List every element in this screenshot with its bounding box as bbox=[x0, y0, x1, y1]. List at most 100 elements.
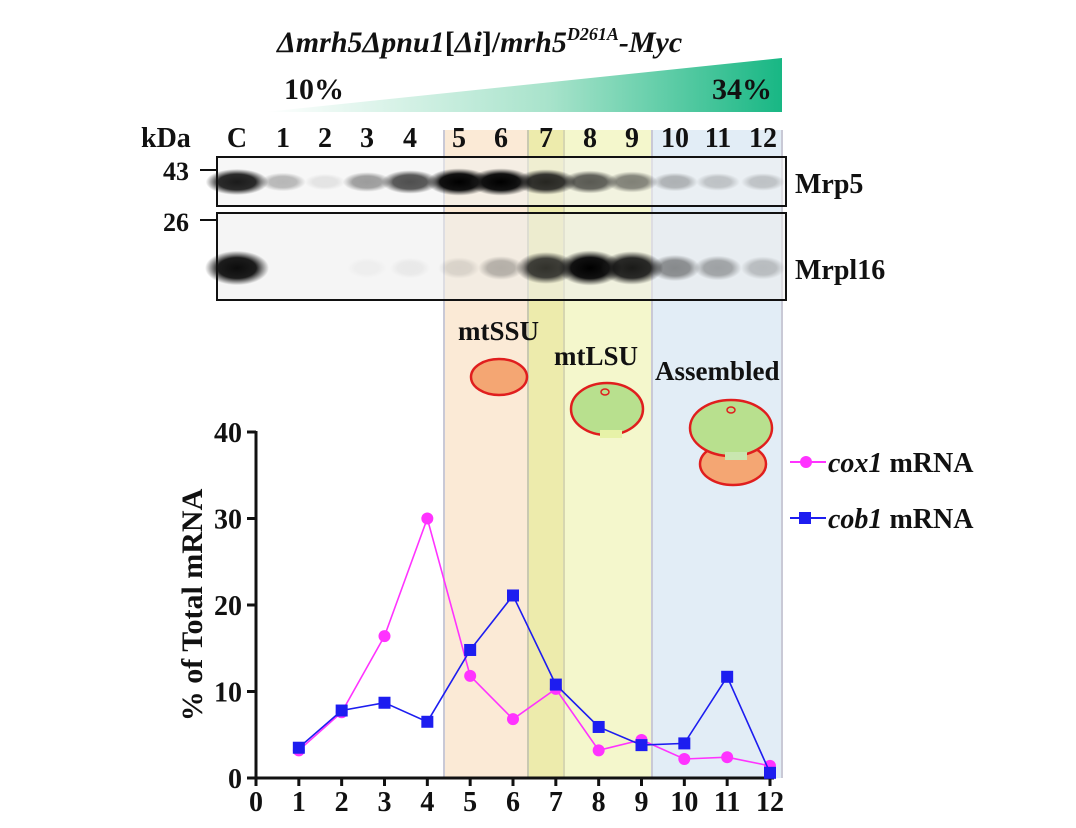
y-tick-label: 0 bbox=[228, 764, 242, 795]
kda-label: kDa bbox=[141, 123, 191, 154]
x-tick-label: 8 bbox=[592, 787, 606, 818]
series-line-cox1 bbox=[298, 515, 771, 767]
x-tick-label: 5 bbox=[463, 787, 477, 818]
lane-label: C bbox=[227, 123, 247, 154]
legend-label-cob1-rest: mRNA bbox=[882, 504, 974, 535]
blot-band bbox=[347, 258, 387, 278]
y-tick-label: 10 bbox=[214, 678, 242, 709]
bands-mrpl16 bbox=[205, 250, 786, 286]
genotype-bracket-inner: Δi bbox=[454, 26, 483, 59]
data-point-cox1 bbox=[378, 630, 391, 643]
blot-band bbox=[515, 169, 577, 195]
blot-band bbox=[650, 254, 700, 282]
x-tick-label: 11 bbox=[714, 787, 740, 818]
blot-band bbox=[205, 168, 269, 196]
x-tick-label: 9 bbox=[635, 787, 649, 818]
blot-band bbox=[342, 172, 392, 192]
data-point-cob1 bbox=[678, 737, 691, 750]
blot-band bbox=[696, 173, 740, 191]
x-tick-label: 6 bbox=[506, 787, 520, 818]
marker-43: 43 bbox=[163, 157, 189, 186]
lane-label: 10 bbox=[661, 123, 689, 154]
blot-band bbox=[478, 256, 524, 280]
blot-band bbox=[740, 256, 786, 280]
blot-band bbox=[694, 255, 742, 281]
lane-label: 4 bbox=[403, 123, 417, 154]
genotype-superscript: D261A bbox=[566, 24, 619, 44]
lane-label: 6 bbox=[494, 123, 508, 154]
data-point-cob1 bbox=[421, 715, 434, 728]
marker-26: 26 bbox=[163, 208, 189, 237]
lane-label: 11 bbox=[705, 123, 731, 154]
y-tick-label: 40 bbox=[214, 418, 242, 449]
blot-band bbox=[606, 171, 658, 193]
x-tick-label: 7 bbox=[549, 787, 563, 818]
chart-series bbox=[292, 512, 776, 779]
bands-mrp5 bbox=[205, 168, 785, 196]
lane-labels: C 1 2 3 4 5 6 7 8 9 10 11 12 bbox=[227, 123, 777, 154]
lane-label: 5 bbox=[452, 123, 466, 154]
y-tick-label: 30 bbox=[214, 505, 242, 536]
small-subunit-icon bbox=[469, 357, 529, 397]
legend-label-cob1-italic: cob1 bbox=[828, 504, 882, 535]
data-point-cob1 bbox=[764, 766, 776, 779]
blot-band bbox=[205, 250, 269, 286]
lane-label: 2 bbox=[318, 123, 332, 154]
blot-band bbox=[652, 172, 698, 192]
lane-label: 12 bbox=[749, 123, 777, 154]
genotype-allele: mrh5 bbox=[500, 26, 567, 59]
data-point-cox1 bbox=[507, 713, 519, 726]
blot-band bbox=[381, 170, 439, 194]
genotype-title: Δmrh5Δpnu1[Δi]/mrh5D261A-Myc bbox=[276, 24, 682, 59]
data-point-cox1 bbox=[421, 512, 434, 525]
data-point-cob1 bbox=[721, 670, 734, 683]
series-line-cob1 bbox=[298, 593, 771, 774]
x-tick-label: 2 bbox=[335, 787, 349, 818]
data-point-cob1 bbox=[378, 696, 391, 709]
x-tick-label: 0 bbox=[249, 787, 263, 818]
legend: cox1 mRNA cob1 mRNA bbox=[790, 448, 974, 535]
data-point-cob1 bbox=[464, 643, 477, 656]
blot-band bbox=[438, 257, 480, 279]
blot-band bbox=[389, 257, 431, 279]
data-point-cox1 bbox=[592, 744, 605, 757]
legend-label-cox1-rest: mRNA bbox=[882, 448, 974, 479]
data-point-cox1 bbox=[721, 751, 734, 764]
lane-label: 1 bbox=[276, 123, 290, 154]
svg-text:cob1 mRNA: cob1 mRNA bbox=[828, 504, 974, 535]
x-tick-label: 10 bbox=[670, 787, 698, 818]
region-label-mtssu: mtSSU bbox=[458, 316, 539, 346]
data-point-cob1 bbox=[292, 741, 305, 754]
gradient-wedge bbox=[265, 58, 782, 112]
genotype-suffix: -Myc bbox=[619, 26, 682, 59]
lane-label: 3 bbox=[360, 123, 374, 154]
lane-label: 7 bbox=[539, 123, 553, 154]
blot-band bbox=[469, 168, 533, 196]
blot-band bbox=[600, 251, 664, 285]
x-tick-label: 4 bbox=[420, 787, 434, 818]
data-point-cob1 bbox=[507, 589, 519, 602]
region-label-assembled: Assembled bbox=[655, 356, 780, 386]
genotype-bracket-open: [ bbox=[445, 26, 455, 59]
blot-label-mrp5: Mrp5 bbox=[795, 169, 863, 200]
x-tick-label: 12 bbox=[756, 787, 784, 818]
assembled-ribosome-icon bbox=[688, 398, 774, 487]
legend-label-cox1-italic: cox1 bbox=[828, 448, 882, 479]
blot-band bbox=[304, 173, 346, 191]
legend-item-cob1: cob1 mRNA bbox=[790, 504, 974, 535]
genotype-bracket-close: ]/ bbox=[482, 26, 501, 59]
blot-band bbox=[741, 173, 785, 191]
lane-label: 9 bbox=[625, 123, 639, 154]
blot-band bbox=[516, 252, 576, 284]
blot-band bbox=[562, 170, 618, 194]
data-point-cob1 bbox=[592, 720, 605, 733]
blot-label-mrpl16: Mrpl16 bbox=[795, 255, 885, 286]
gradient-low-label: 10% bbox=[284, 73, 344, 106]
x-tick-label: 3 bbox=[378, 787, 392, 818]
data-point-cob1 bbox=[635, 739, 648, 752]
region-label-mtlsu: mtLSU bbox=[554, 341, 638, 371]
large-subunit-icon bbox=[569, 381, 645, 438]
gradient-high-label: 34% bbox=[712, 73, 772, 106]
